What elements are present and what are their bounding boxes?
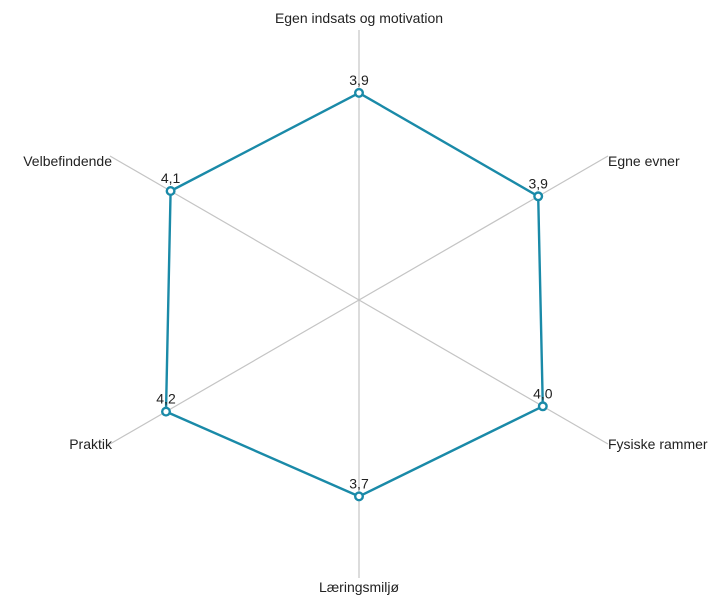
axis-label-laeringsmiljo: Læringsmiljø — [319, 579, 400, 595]
data-label-velbefindende: 4,1 — [161, 170, 181, 186]
axis-line-praktik — [109, 299, 360, 445]
series-line — [164, 91, 544, 498]
data-label-praktik: 4,2 — [156, 391, 176, 407]
data-label-fysiske-rammer: 4,0 — [533, 385, 553, 401]
axis-label-praktik: Praktik — [69, 436, 113, 452]
data-label-egne-evner: 3,9 — [528, 175, 548, 191]
axis-line-fysiske-rammer — [358, 299, 609, 445]
axis-label-velbefindende: Velbefindende — [23, 153, 112, 169]
data-point-fysiske-rammer[interactable] — [537, 401, 548, 412]
data-point-praktik[interactable] — [160, 406, 171, 417]
data-label-laeringsmiljo: 3,7 — [349, 475, 369, 491]
labels-layer: Egen indsats og motivation Egne evner Fysi… — [23, 10, 708, 595]
axis-line-velbefindende — [109, 155, 360, 301]
axis-label-egne-evner: Egne evner — [608, 153, 680, 169]
data-point-egne-evner[interactable] — [533, 191, 544, 202]
data-point-egen-indsats-og-motivation[interactable] — [354, 87, 365, 98]
axis-line-egne-evner — [358, 155, 609, 301]
axis-label-fysiske-rammer: Fysiske rammer — [608, 436, 708, 452]
series-layer — [160, 87, 548, 502]
axis-label-egen-indsats-og-motivation: Egen indsats og motivation — [275, 10, 443, 26]
axes-layer — [109, 30, 609, 578]
data-label-egen-indsats-og-motivation: 3,9 — [349, 72, 369, 88]
data-point-laeringsmiljo[interactable] — [354, 491, 365, 502]
data-point-velbefindende[interactable] — [165, 185, 176, 196]
